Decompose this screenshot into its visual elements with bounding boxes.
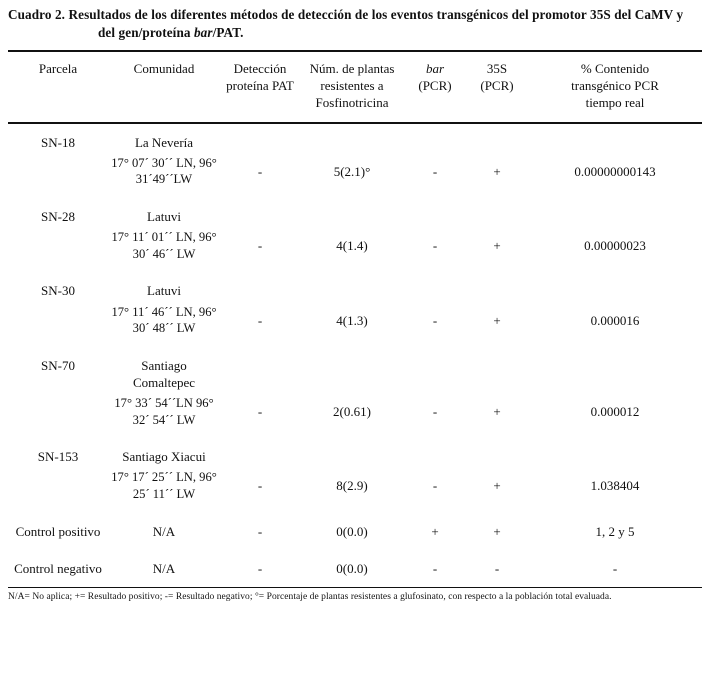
cell-comunidad: N/A — [108, 549, 220, 588]
col-header-comunidad-label: Comunidad — [133, 60, 195, 76]
cell-contenido: 0.00000023 — [584, 238, 646, 254]
col-header-comunidad: Comunidad — [108, 50, 220, 124]
empty-cell — [220, 347, 702, 393]
col-header-parcela: Parcela — [8, 50, 108, 124]
col-header-pat: Detección proteína PAT — [220, 50, 300, 124]
cell-35s-pcr: + — [493, 238, 501, 254]
empty-cell — [220, 123, 702, 153]
cell-plantas: 2(0.61) — [333, 404, 371, 420]
col-header-35s-pcr: 35S (PCR) — [466, 50, 528, 124]
cell-contenido: - — [528, 549, 702, 588]
cell-bar-pcr: - — [432, 163, 438, 179]
cell-35s-pcr: + — [493, 312, 501, 328]
cell-pat-result: - — [257, 523, 263, 539]
col-header-contenido-label: % Contenido transgénico PCR tiempo real — [571, 60, 659, 110]
caption-label: Cuadro 2. — [8, 7, 66, 22]
cell-35s-pcr: + — [493, 404, 501, 420]
cell-pat-result: - — [257, 478, 263, 494]
col-header-plantas: Núm. de plantas resistentes a Fosfinotri… — [300, 50, 404, 124]
cell-contenido: 0.000012 — [590, 404, 640, 420]
cell-coords: 17° 17´ 25´´ LN, 96° 25´ 11´´ LW — [111, 470, 217, 502]
cell-contenido: 0.00000000143 — [574, 163, 656, 179]
cell-pat-result: - — [220, 549, 300, 588]
col-header-bar-pcr: bar (PCR) — [404, 50, 466, 124]
results-table: Parcela Comunidad Detección proteína PAT… — [8, 49, 702, 588]
cell-35s-pcr: + — [493, 163, 501, 179]
cell-contenido: 1, 2 y 5 — [595, 523, 635, 539]
col-header-parcela-label: Parcela — [38, 60, 78, 76]
cell-pat-result: - — [257, 312, 263, 328]
cell-plantas: 4(1.4) — [336, 238, 368, 254]
row-sn-30-name: SN-30 Latuvi — [8, 272, 702, 301]
row-sn-70-name: SN-70 Santiago Comaltepec — [8, 347, 702, 393]
cell-comunidad: N/A — [152, 523, 176, 539]
cell-bar-pcr: - — [432, 238, 438, 254]
row-sn-153-data: 17° 17´ 25´´ LN, 96° 25´ 11´´ LW - 8(2.9… — [8, 467, 702, 512]
col-header-pat-label: Detección proteína PAT — [226, 60, 294, 93]
table-footnote: N/A= No aplica; += Resultado positivo; -… — [8, 591, 612, 602]
cell-35s-pcr: + — [493, 478, 501, 494]
cell-parcela: Control positivo — [15, 523, 101, 539]
cell-comunidad: Santiago Xiacui — [122, 449, 206, 465]
cell-parcela: SN-28 — [41, 209, 75, 225]
cell-parcela: SN-70 — [41, 357, 75, 373]
col-header-35s-label: 35S (PCR) — [480, 60, 514, 93]
cell-parcela: Control negativo — [8, 549, 108, 588]
document-page: Cuadro 2. Resultados de los diferentes m… — [8, 6, 702, 602]
col-header-bar-gene: bar — [425, 60, 445, 76]
cell-coords: 17° 11´ 01´´ LN, 96° 30´ 46´´ LW — [111, 230, 217, 261]
table-caption: Cuadro 2. Resultados de los diferentes m… — [8, 6, 702, 43]
row-sn-30-data: 17° 11´ 46´´ LN, 96° 30´ 48´´ LW - 4(1.3… — [8, 302, 702, 347]
cell-bar-pcr: - — [432, 404, 438, 420]
cell-plantas: 0(0.0) — [336, 523, 368, 539]
empty-cell — [220, 198, 702, 227]
cell-bar-pcr: - — [432, 312, 438, 328]
cell-bar-pcr: - — [432, 478, 438, 494]
col-header-plantas-label: Núm. de plantas resistentes a Fosfinotri… — [309, 60, 395, 110]
row-control-negativo: Control negativo N/A - 0(0.0) - - - — [8, 549, 702, 588]
caption-text: Resultados de los diferentes métodos de … — [65, 7, 684, 41]
cell-comunidad: La Nevería — [134, 134, 194, 150]
row-sn-18-data: 17° 07´ 30´´ LN, 96° 31´49´´LW - 5(2.1)°… — [8, 153, 702, 198]
cell-35s-pcr: - — [466, 549, 528, 588]
cell-parcela: SN-30 — [41, 283, 75, 299]
cell-plantas: 0(0.0) — [300, 549, 404, 588]
cell-pat-result: - — [257, 238, 263, 254]
row-sn-28-data: 17° 11´ 01´´ LN, 96° 30´ 46´´ LW - 4(1.4… — [8, 227, 702, 272]
cell-plantas: 4(1.3) — [336, 312, 368, 328]
cell-coords: 17° 11´ 46´´ LN, 96° 30´ 48´´ LW — [111, 304, 217, 336]
cell-pat-result: - — [257, 404, 263, 420]
header-row: Parcela Comunidad Detección proteína PAT… — [8, 50, 702, 124]
row-sn-28-name: SN-28 Latuvi — [8, 198, 702, 227]
cell-bar-pcr: - — [404, 549, 466, 588]
cell-parcela: SN-18 — [41, 134, 75, 150]
table-header: Parcela Comunidad Detección proteína PAT… — [8, 50, 702, 124]
col-header-contenido: % Contenido transgénico PCR tiempo real — [528, 50, 702, 124]
cell-35s-pcr: + — [493, 523, 501, 539]
cell-coords: 17° 33´ 54´´LN 96° 32´ 54´´ LW — [114, 396, 214, 427]
empty-cell — [220, 272, 702, 301]
row-sn-70-data: 17° 33´ 54´´LN 96° 32´ 54´´ LW - 2(0.61)… — [8, 393, 702, 438]
cell-parcela: SN-153 — [37, 449, 79, 465]
cell-contenido: 1.038404 — [590, 478, 640, 494]
row-sn-153-name: SN-153 Santiago Xiacui — [8, 438, 702, 467]
row-sn-18-name: SN-18 La Nevería — [8, 123, 702, 153]
cell-plantas: 8(2.9) — [336, 478, 368, 494]
cell-pat-result: - — [257, 163, 263, 179]
empty-cell — [220, 438, 702, 467]
caption-text-end: /PAT. — [212, 25, 244, 41]
cell-comunidad: Latuvi — [147, 209, 181, 225]
cell-bar-pcr: + — [431, 523, 439, 539]
row-control-positivo: Control positivo N/A - 0(0.0) + + 1, 2 y… — [8, 513, 702, 550]
cell-comunidad: Latuvi — [147, 283, 181, 299]
cell-contenido: 0.000016 — [590, 312, 640, 328]
table-body: SN-18 La Nevería 17° 07´ 30´´ LN, 96° 31… — [8, 123, 702, 588]
cell-coords: 17° 07´ 30´´ LN, 96° 31´49´´LW — [111, 155, 217, 187]
caption-gene-name: bar — [193, 25, 213, 41]
col-header-bar-pcr-label: (PCR) — [418, 77, 452, 93]
cell-comunidad: Santiago Comaltepec — [132, 357, 196, 390]
cell-plantas: 5(2.1)° — [333, 163, 371, 179]
